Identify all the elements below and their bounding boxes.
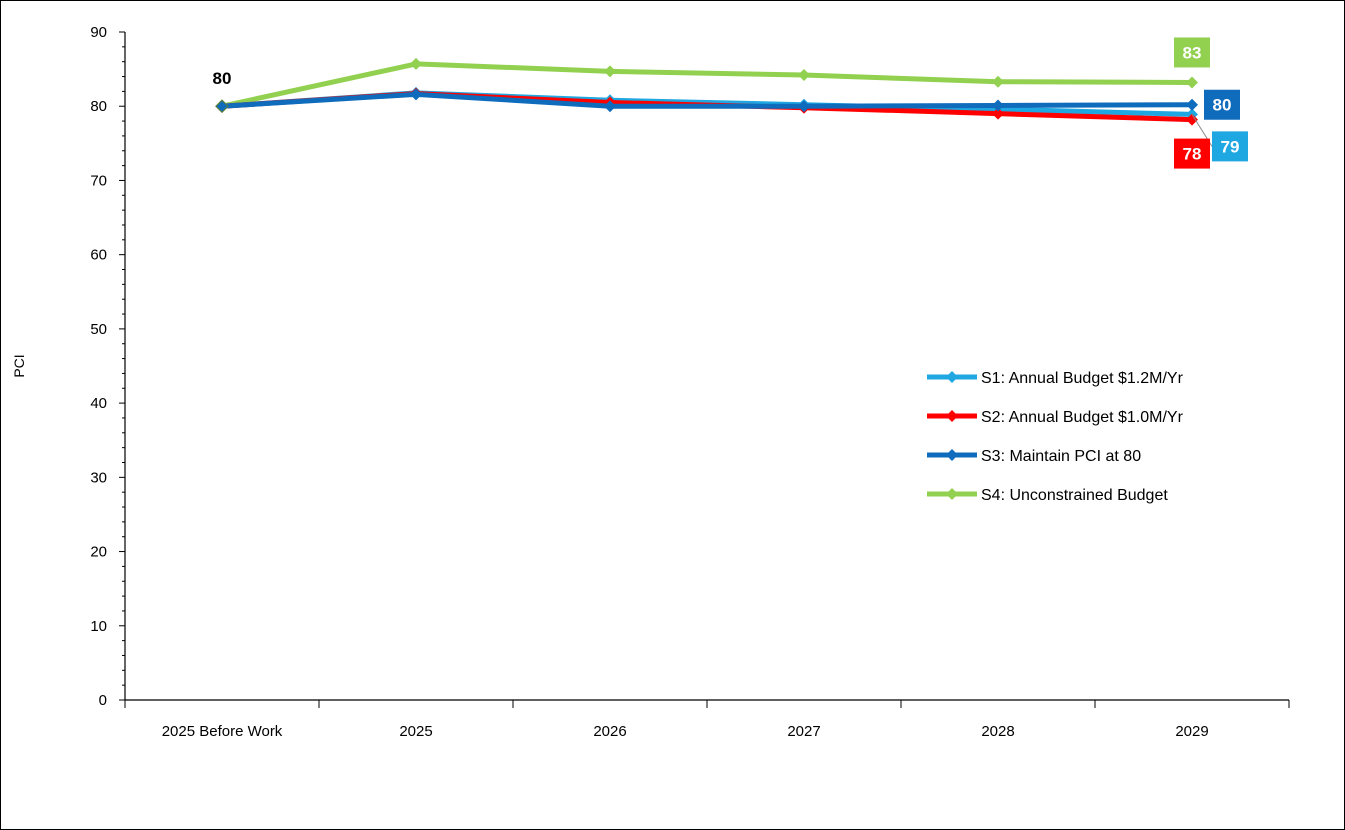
y-tick-label: 0	[99, 692, 107, 709]
series-point	[410, 57, 422, 70]
end-value-label: 78	[1183, 145, 1202, 164]
legend-entry: S2: Annual Budget $1.0M/Yr	[981, 409, 1184, 426]
x-tick-label: 2025 Before Work	[162, 723, 283, 740]
legend-entry: S4: Unconstrained Budget	[981, 487, 1168, 504]
legend-swatch-marker	[946, 371, 958, 383]
data-labels: 80 83 80 79 78	[213, 37, 1248, 169]
series-point	[1186, 76, 1198, 89]
y-tick-label: 70	[90, 172, 107, 189]
series-line	[221, 61, 1193, 109]
x-tick-label: 2029	[1175, 723, 1208, 740]
series-point	[1186, 113, 1198, 126]
legend-swatch-marker	[946, 488, 958, 500]
y-tick-label: 80	[90, 98, 107, 115]
x-tick-label: 2028	[981, 723, 1014, 740]
series-line	[221, 91, 1193, 109]
series-point	[992, 75, 1004, 88]
series-lines	[215, 57, 1198, 126]
series-point	[1186, 98, 1198, 111]
y-tick-label: 50	[90, 321, 107, 338]
y-tick-label: 40	[90, 395, 107, 412]
legend-swatch-marker	[946, 410, 958, 422]
series-point	[798, 100, 810, 113]
legend-swatch-marker	[946, 449, 958, 461]
legend: S1: Annual Budget $1.2M/Yr S2: Annual Bud…	[927, 370, 1184, 504]
x-tick-label: 2026	[593, 723, 626, 740]
legend-entry: S3: Maintain PCI at 80	[981, 448, 1141, 465]
series-point	[215, 99, 229, 113]
y-axis-label: PCI	[11, 354, 27, 377]
end-value-label: 83	[1183, 43, 1202, 62]
end-label-box	[1212, 131, 1248, 162]
series-point	[604, 100, 616, 113]
y-tick-label: 30	[90, 469, 107, 486]
legend-entry: S1: Annual Budget $1.2M/Yr	[981, 370, 1184, 387]
y-tick-label: 20	[90, 544, 107, 561]
series-point	[992, 99, 1004, 112]
end-label-box	[1204, 89, 1240, 120]
y-tick-label: 90	[90, 24, 107, 41]
x-tick-label: 2027	[787, 723, 820, 740]
axes: 0 10 20 30 40 50 60 70 80 90 2025 Before Work 2025 2…	[90, 24, 1290, 740]
series-point	[604, 65, 616, 78]
y-tick-label: 60	[90, 247, 107, 264]
start-value-label: 80	[213, 69, 232, 88]
end-value-label: 79	[1221, 137, 1240, 156]
y-tick-label: 10	[90, 618, 107, 635]
series-point	[410, 88, 422, 101]
series-point	[992, 107, 1004, 120]
end-value-label: 80	[1213, 96, 1232, 115]
end-label-box	[1174, 138, 1210, 169]
x-tick-label: 2025	[399, 723, 432, 740]
series-point	[798, 69, 810, 82]
end-label-box	[1174, 37, 1210, 68]
